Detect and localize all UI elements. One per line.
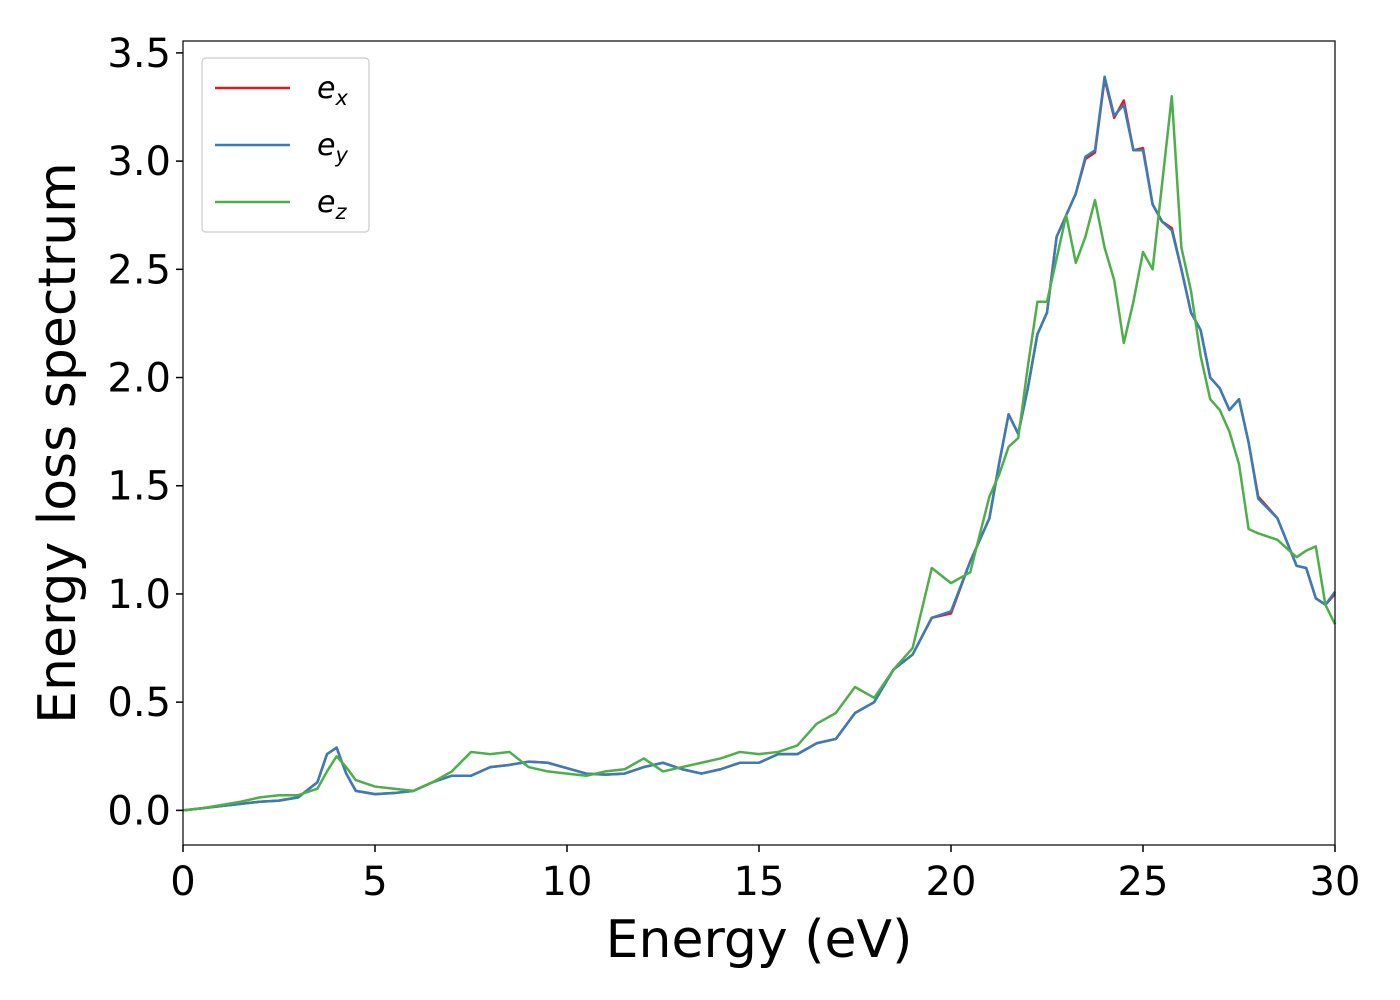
x-tick-label: 10 <box>542 859 593 905</box>
y-tick-label: 0.5 <box>107 680 171 726</box>
x-tick-label: 0 <box>170 859 195 905</box>
y-tick-label: 1.0 <box>107 572 171 618</box>
y-axis-label: Energy loss spectrum <box>28 162 88 724</box>
x-tick-label: 20 <box>926 859 977 905</box>
series-line <box>182 94 1337 812</box>
y-tick-label: 3.5 <box>107 31 171 77</box>
x-tick-label: 25 <box>1118 859 1169 905</box>
y-tick-label: 0.0 <box>107 788 171 834</box>
legend-label: ez <box>317 185 347 224</box>
y-tick-label: 2.5 <box>107 247 171 293</box>
plot-frame <box>182 40 1336 846</box>
y-tick-label: 3.0 <box>107 139 171 185</box>
legend-label: ey <box>317 128 348 167</box>
legend-label: ex <box>317 71 348 110</box>
x-axis-label: Energy (eV) <box>606 910 913 970</box>
y-tick-label: 2.0 <box>107 356 171 402</box>
x-tick-label: 15 <box>734 859 785 905</box>
x-tick-label: 5 <box>362 859 387 905</box>
x-tick-label: 30 <box>1310 859 1361 905</box>
y-tick-label: 1.5 <box>107 464 171 510</box>
